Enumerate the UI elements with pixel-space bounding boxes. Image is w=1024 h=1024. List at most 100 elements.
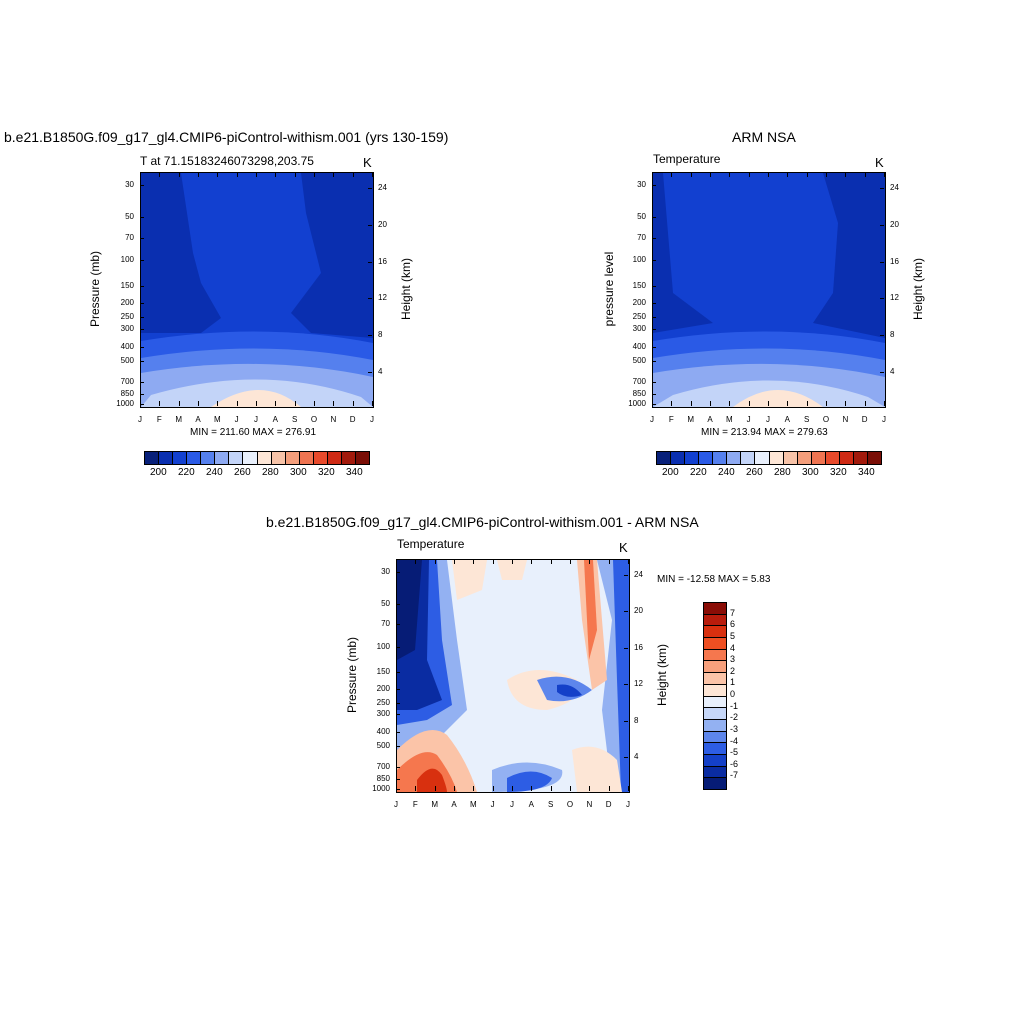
right-colorbar-label: 280 (774, 467, 791, 478)
diff-cb-swatch (704, 731, 726, 744)
diff-y-tick-label: 50 (381, 598, 390, 608)
right-cb-swatch (825, 452, 840, 464)
left-y-tick-mark (140, 216, 144, 218)
diff-x-tick-mark (454, 786, 455, 791)
left-colorbar-label: 340 (346, 467, 363, 478)
left-heatmap-svg (141, 173, 373, 407)
right-cb-swatch (755, 452, 770, 464)
right-y-tick-label: 100 (632, 255, 646, 265)
right-x-tick-label: J (882, 415, 886, 424)
diff-x-top-tick-mark (550, 559, 552, 564)
left-y-tick-label: 100 (120, 255, 134, 265)
right-colorbar-label: 340 (858, 467, 875, 478)
diff-y-tick-mark (396, 714, 400, 716)
right-cb-swatch (853, 452, 868, 464)
left-y-tick-label: 50 (125, 211, 134, 221)
left-x-tick-mark (352, 401, 354, 406)
right-x-tick-mark (826, 401, 827, 406)
diff-y-tick-mark (396, 789, 400, 790)
diff-y-tick-label: 250 (376, 698, 390, 708)
diff-colorbar-label: 5 (730, 630, 736, 641)
diff-y-tick-mark (396, 603, 400, 605)
right-y-tick-label: 850 (632, 388, 646, 398)
diff-x-tick-mark (434, 786, 436, 791)
right-x-tick-label: N (842, 415, 849, 424)
diff-pos-upper-2 (497, 560, 527, 580)
right-cb-swatch (797, 452, 812, 464)
right-height-tick-mark (880, 298, 884, 300)
left-x-tick-mark (198, 401, 199, 406)
diff-x-tick-label: M (469, 800, 477, 809)
right-cb-swatch (657, 452, 672, 464)
diff-neg-east-2 (613, 560, 629, 792)
right-y-tick-mark (652, 346, 656, 348)
left-y-tick-label: 1000 (116, 399, 134, 408)
diff-x-tick-label: J (490, 800, 495, 809)
diff-cb-swatch (704, 778, 726, 789)
right-y-tick-mark (652, 317, 656, 319)
right-cb-swatch (783, 452, 798, 464)
diff-y-tick-label: 300 (376, 709, 390, 719)
right-y-tick-label: 70 (637, 232, 646, 242)
diff-y-tick-mark (396, 624, 400, 626)
right-x-tick-mark (652, 401, 653, 406)
diff-y-tick-mark (396, 703, 400, 705)
diff-y-tick-mark (396, 572, 400, 573)
right-panel-title: ARM NSA (732, 129, 796, 145)
left-height-tick-mark (368, 261, 372, 263)
diff-x-top-tick-mark (454, 559, 455, 564)
left-y-tick-mark (140, 285, 144, 287)
right-y-tick-label: 50 (637, 211, 646, 221)
left-panel-units: K (363, 155, 372, 170)
right-y-tick-mark (652, 381, 656, 383)
left-y-tick-mark (140, 381, 144, 383)
diff-x-top-tick-mark (396, 559, 397, 564)
right-warm-region (733, 390, 823, 407)
diff-neg-mid-core (557, 684, 582, 697)
left-height-tick-label: 20 (378, 219, 387, 229)
right-minmax: MIN = 213.94 MAX = 279.63 (701, 427, 828, 438)
right-height-tick-label: 12 (890, 293, 899, 303)
left-colorbar-label: 240 (206, 467, 223, 478)
right-y-tick-label: 30 (637, 180, 646, 189)
right-x-tick-mark (690, 401, 692, 406)
diff-x-top-tick-mark (434, 559, 436, 564)
diff-pos-lower-core (417, 768, 447, 792)
left-x-tick-label: N (330, 415, 337, 424)
diff-height-tick-mark (624, 684, 628, 686)
right-y-tick-label: 150 (632, 280, 646, 290)
diff-cb-swatch (704, 754, 726, 767)
diff-cb-swatch (704, 603, 726, 615)
diff-x-tick-mark (512, 786, 513, 791)
right-y-tick-mark (652, 393, 656, 395)
right-x-top-tick-mark (845, 172, 847, 177)
diff-y-tick-mark (396, 689, 400, 691)
right-cb-swatch (839, 452, 854, 464)
left-y-tick-mark (140, 260, 144, 262)
right-y-tick-mark (652, 328, 656, 330)
diff-colorbar-label: 6 (730, 619, 736, 630)
diff-y-tick-mark (396, 778, 400, 780)
left-x-tick-mark (256, 401, 257, 406)
left-cb-swatch (201, 452, 216, 464)
left-x-tick-label: F (156, 415, 162, 424)
diff-y-tick-label: 150 (376, 666, 390, 676)
left-cb-swatch (341, 452, 356, 464)
diff-cb-swatch (704, 766, 726, 779)
left-x-top-tick-mark (198, 172, 199, 177)
left-x-tick-mark (333, 401, 335, 406)
diff-x-top-tick-mark (492, 559, 494, 564)
diff-x-tick-label: A (528, 800, 534, 809)
left-x-tick-label: S (291, 415, 298, 424)
right-colorbar-label: 260 (746, 467, 763, 478)
left-x-top-tick-mark (256, 172, 257, 177)
left-x-tick-mark (372, 401, 373, 406)
diff-y-tick-label: 200 (376, 684, 390, 694)
right-x-tick-label: A (707, 415, 713, 424)
left-x-tick-mark (275, 401, 277, 406)
right-x-tick-label: D (861, 415, 868, 424)
right-height-tick-mark (880, 188, 884, 189)
diff-panel-subtitle: Temperature (397, 537, 465, 551)
diff-heatmap-plot (396, 559, 630, 793)
diff-x-tick-label: A (451, 800, 457, 809)
